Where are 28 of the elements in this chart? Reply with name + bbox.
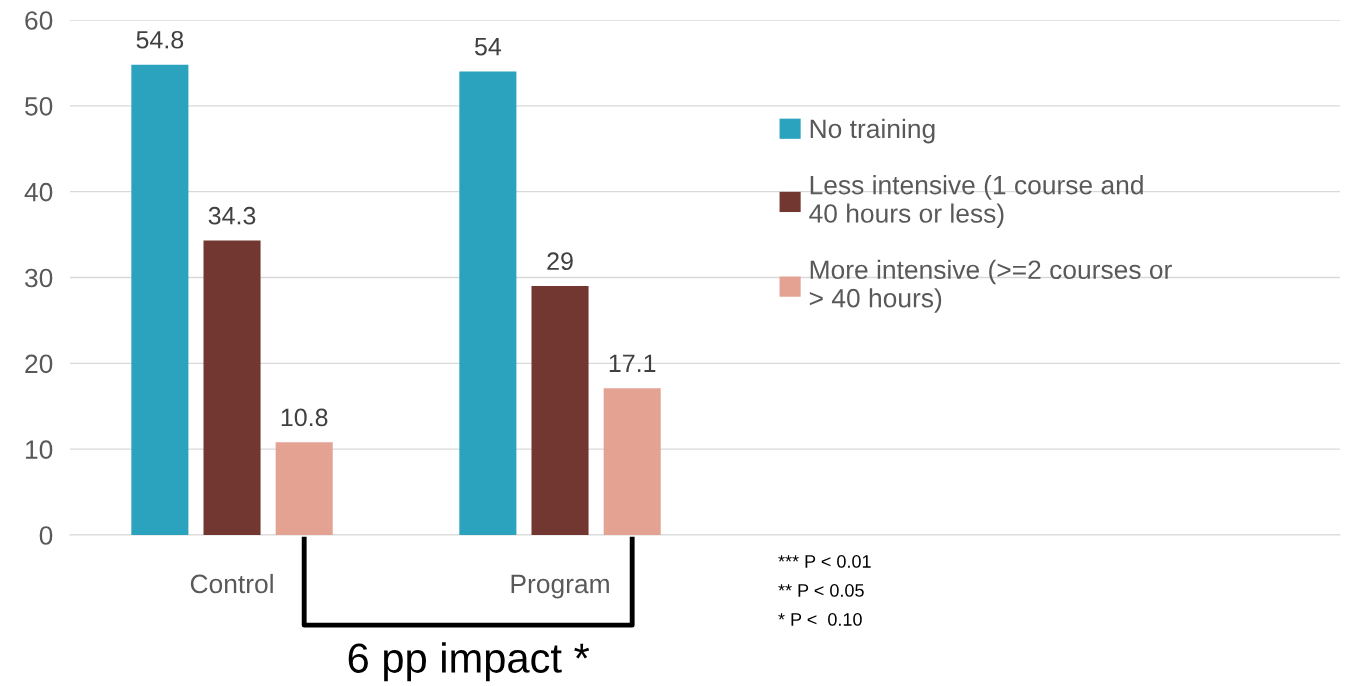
text: ** P < 0.05 bbox=[778, 584, 864, 597]
y-tick-label: 60 bbox=[25, 11, 53, 30]
data-label: 34.3 bbox=[208, 206, 256, 225]
text: 6 pp impact * bbox=[348, 642, 590, 682]
y-tick-label: 40 bbox=[24, 182, 53, 202]
data-label: 54.8 bbox=[136, 30, 184, 49]
x-tick-label: Program bbox=[511, 574, 609, 599]
data-label: 29 bbox=[547, 252, 573, 271]
legend-label: No training bbox=[810, 118, 935, 144]
data-label: 17.1 bbox=[609, 354, 656, 372]
y-tick-label: 50 bbox=[25, 96, 53, 116]
bar bbox=[131, 64, 189, 535]
y-tick-label: 0 bbox=[39, 526, 53, 545]
legend-label: More intensive (>=2 courses or > 40 hours) bbox=[809, 259, 1172, 313]
y-tick-label: 10 bbox=[26, 440, 53, 459]
data-label: 54 bbox=[474, 38, 502, 56]
text: *** P < 0.01 bbox=[778, 555, 871, 568]
bar bbox=[459, 71, 517, 535]
bar bbox=[203, 240, 261, 535]
text: * P < 0.10 bbox=[778, 613, 862, 626]
data-label: 10.8 bbox=[281, 408, 328, 427]
y-tick-label: 20 bbox=[25, 354, 53, 374]
x-tick-label: Control bbox=[190, 573, 273, 594]
y-tick-label: 30 bbox=[24, 268, 53, 288]
legend-label: Less intensive (1 course and 40 hours or less) bbox=[809, 175, 1143, 229]
bar bbox=[531, 286, 589, 535]
bar bbox=[603, 388, 661, 535]
bar bbox=[275, 442, 333, 535]
